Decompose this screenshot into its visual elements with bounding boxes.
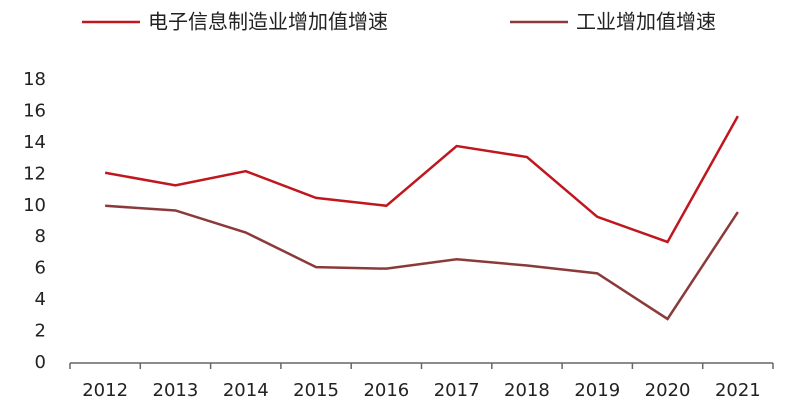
y-tick-label: 6 bbox=[35, 258, 46, 279]
series-line bbox=[105, 204, 739, 321]
y-tick-label: 0 bbox=[35, 352, 46, 373]
x-tick-label: 2018 bbox=[504, 380, 550, 401]
legend-text: 工业增加值增速 bbox=[576, 10, 716, 34]
x-tick-label: 2012 bbox=[82, 380, 128, 401]
x-tick-label: 2021 bbox=[715, 380, 761, 401]
legend-text: 电子信息制造业增加值增速 bbox=[148, 10, 388, 34]
y-tick-label: 14 bbox=[23, 132, 46, 153]
y-tick-label: 2 bbox=[35, 321, 46, 342]
x-tick-label: 2013 bbox=[153, 380, 199, 401]
x-tick-label: 2015 bbox=[293, 380, 339, 401]
y-tick-label: 8 bbox=[35, 226, 46, 247]
y-tick-label: 16 bbox=[23, 100, 46, 121]
y-tick-label: 18 bbox=[23, 69, 46, 90]
x-tick-label: 2020 bbox=[645, 380, 691, 401]
series-line bbox=[104, 115, 739, 244]
y-tick-label: 10 bbox=[23, 195, 46, 216]
x-tick-label: 2019 bbox=[574, 380, 620, 401]
y-tick-label: 12 bbox=[23, 163, 46, 184]
x-tick-label: 2016 bbox=[363, 380, 409, 401]
x-tick-label: 2017 bbox=[434, 380, 480, 401]
x-tick-label: 2014 bbox=[223, 380, 269, 401]
y-tick-label: 4 bbox=[35, 289, 46, 310]
